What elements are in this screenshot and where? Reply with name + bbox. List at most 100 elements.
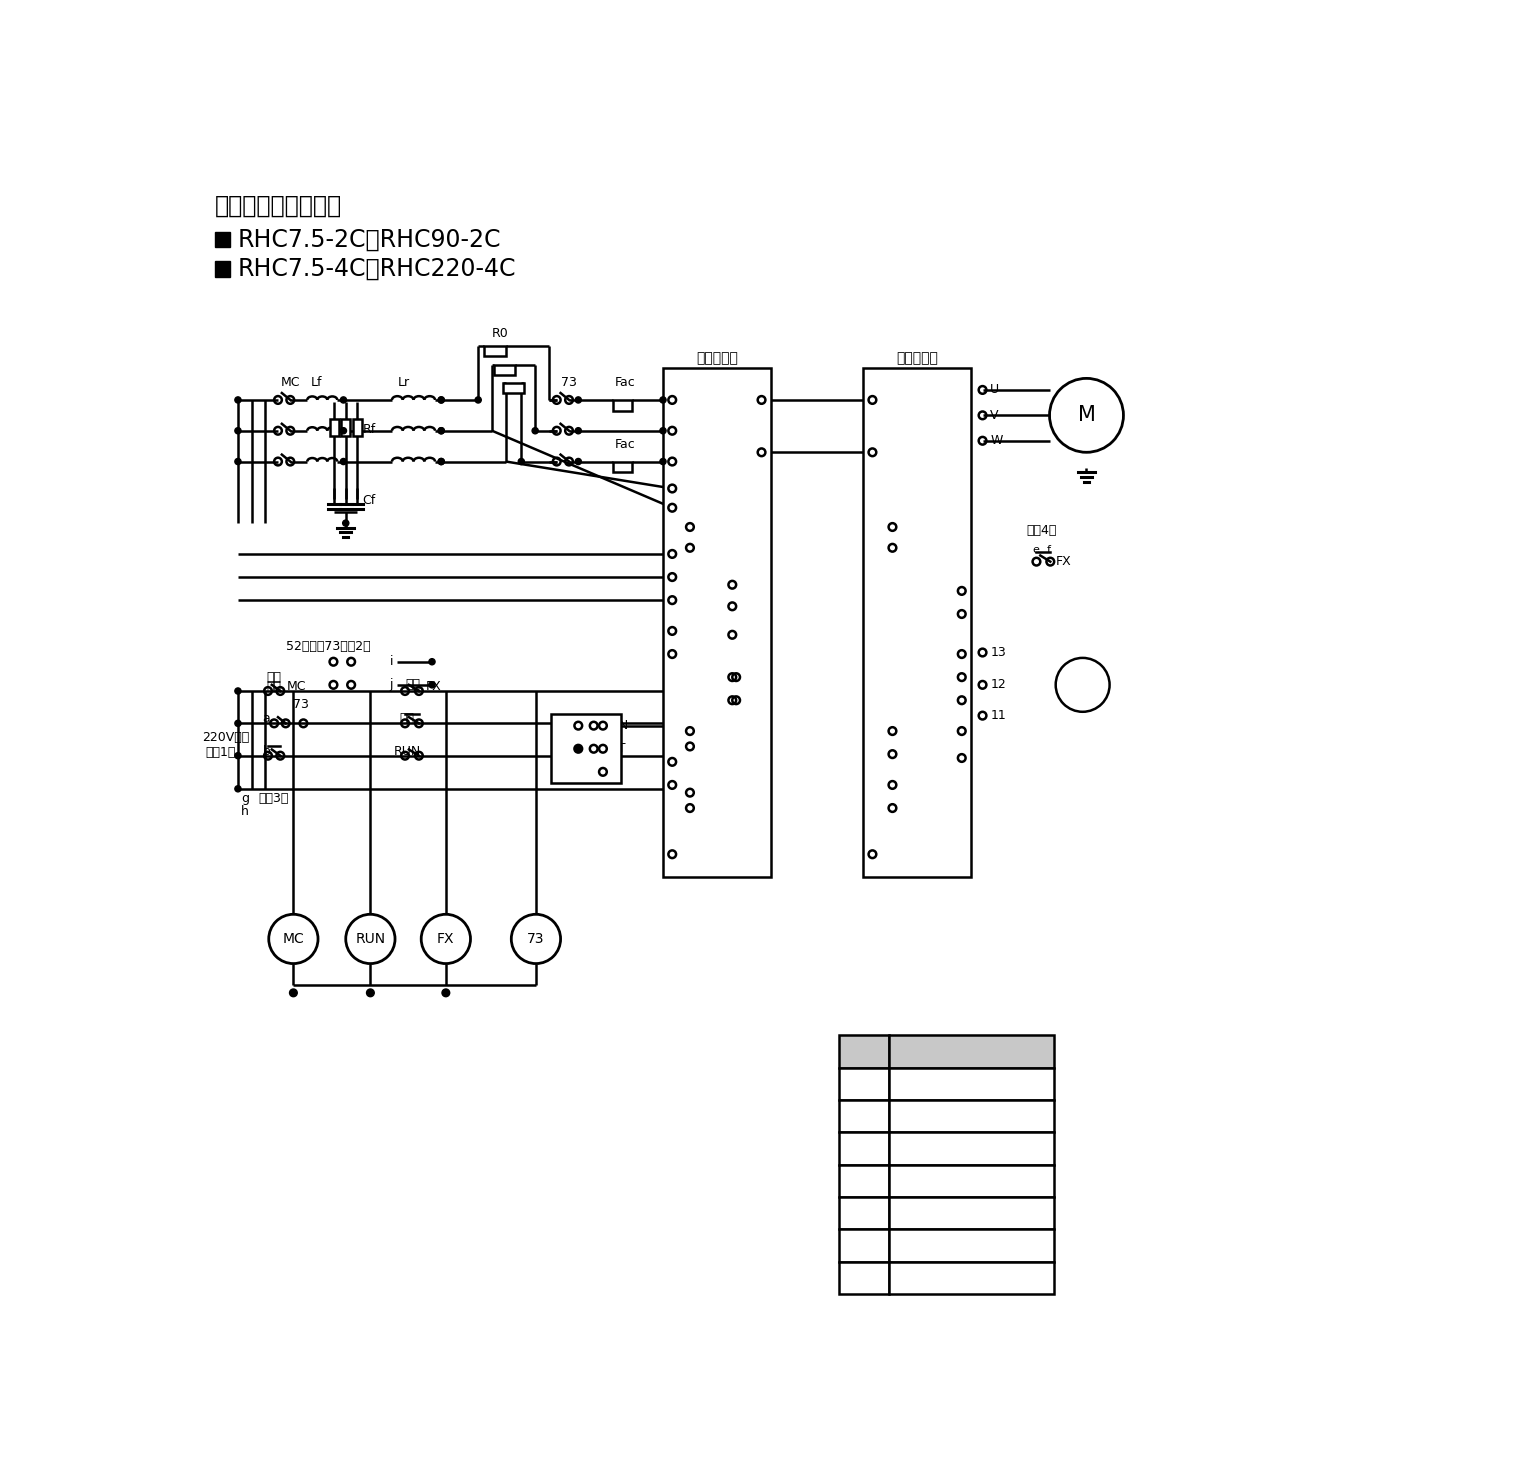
Circle shape (235, 687, 241, 695)
Circle shape (659, 458, 666, 465)
Bar (612, 400, 632, 411)
Circle shape (429, 658, 435, 665)
Text: Cf: Cf (362, 495, 376, 508)
Text: N(-): N(-) (881, 446, 904, 459)
Circle shape (575, 428, 581, 434)
Bar (888, 1100, 1054, 1132)
Bar (552, 714, 620, 783)
Text: 停止: 停止 (400, 712, 415, 726)
Text: 30B: 30B (702, 671, 726, 683)
Text: （注4）: （注4） (1026, 524, 1057, 537)
Text: 13: 13 (990, 646, 1007, 659)
Circle shape (438, 428, 444, 434)
Text: 昇圧用リアクトル: 昇圧用リアクトル (938, 1078, 1004, 1091)
Bar (353, 420, 362, 436)
Bar (838, 1164, 888, 1197)
Circle shape (367, 989, 374, 997)
Bar (341, 420, 350, 436)
Text: h: h (870, 542, 879, 555)
Text: ＜ユニットタイプ＞: ＜ユニットタイプ＞ (215, 194, 343, 218)
Bar (838, 1132, 888, 1164)
Text: 30B: 30B (901, 724, 925, 737)
Text: T1: T1 (901, 542, 916, 555)
Text: 11: 11 (990, 710, 1007, 723)
Text: N(-): N(-) (687, 446, 709, 459)
Text: CM: CM (602, 765, 622, 779)
Text: T2: T2 (681, 502, 696, 514)
Text: 73: 73 (855, 1272, 872, 1284)
Bar (888, 1132, 1054, 1164)
Text: 52または73（注2）: 52または73（注2） (285, 640, 370, 654)
Text: U: U (990, 383, 999, 396)
Text: Fac: Fac (614, 439, 635, 450)
Text: フィルタ用抗抗器: フィルタ用抗抗器 (938, 1175, 1004, 1188)
Text: 運転: 運転 (405, 679, 420, 692)
Text: Lf: Lf (857, 1110, 869, 1123)
Text: MC: MC (287, 680, 306, 693)
Bar (612, 462, 632, 473)
Bar (838, 1197, 888, 1229)
Circle shape (475, 397, 481, 403)
Bar (329, 420, 338, 436)
Text: R0: R0 (491, 327, 508, 340)
Circle shape (532, 428, 538, 434)
Text: 73C: 73C (681, 779, 705, 792)
Text: 73: 73 (528, 932, 544, 946)
Text: S1: S1 (681, 571, 696, 583)
Bar (838, 1035, 888, 1067)
Text: R0: R0 (901, 779, 917, 792)
Text: R0: R0 (696, 786, 713, 799)
Text: Lr: Lr (399, 377, 411, 390)
Circle shape (438, 458, 444, 465)
Text: Fac: Fac (614, 377, 635, 390)
Text: b: b (262, 745, 270, 758)
Bar (503, 383, 525, 393)
Text: E(G): E(G) (681, 848, 708, 861)
Text: L3/T: L3/T (681, 455, 706, 468)
Bar (494, 365, 515, 374)
Circle shape (343, 520, 349, 526)
Text: W: W (990, 434, 1002, 447)
Text: b: b (866, 748, 873, 761)
Circle shape (438, 458, 444, 465)
Circle shape (438, 397, 444, 403)
Text: コンバータ: コンバータ (696, 352, 738, 365)
Text: a: a (262, 712, 270, 726)
Circle shape (235, 397, 241, 403)
Text: FX: FX (426, 680, 441, 693)
Text: （注5）: （注5） (902, 629, 932, 642)
Text: 12: 12 (990, 679, 1007, 692)
Circle shape (438, 397, 444, 403)
Text: Rf: Rf (362, 422, 376, 436)
Text: Fac: Fac (852, 1239, 875, 1251)
Bar (888, 1262, 1054, 1294)
Circle shape (341, 428, 347, 434)
Text: V: V (990, 409, 999, 422)
Text: R2: R2 (681, 481, 696, 495)
Text: Cf: Cf (857, 1142, 870, 1156)
Text: R1: R1 (696, 521, 713, 533)
Text: T0: T0 (696, 802, 711, 814)
Text: h: h (241, 805, 249, 818)
Text: 30B: 30B (696, 724, 720, 737)
Bar (838, 1067, 888, 1100)
Text: 充電抗抗器: 充電抗抗器 (951, 1207, 991, 1220)
Text: 30A: 30A (702, 629, 726, 642)
Circle shape (438, 428, 444, 434)
Circle shape (235, 786, 241, 792)
Text: P(+): P(+) (687, 393, 714, 406)
Text: Lr: Lr (857, 1078, 870, 1091)
Text: RHC7.5-4C～RHC220-4C: RHC7.5-4C～RHC220-4C (236, 258, 515, 281)
Text: g: g (667, 521, 675, 533)
Text: R0: R0 (681, 624, 697, 637)
Bar (838, 1100, 888, 1132)
Text: R0: R0 (855, 1207, 872, 1220)
Text: RST: RST (602, 742, 626, 755)
Text: CM: CM (870, 693, 890, 707)
Bar (863, 368, 970, 877)
Text: T0: T0 (901, 802, 916, 814)
Text: フィルタ用リアクトル: フィルタ用リアクトル (931, 1110, 1011, 1123)
Circle shape (575, 458, 581, 465)
Circle shape (341, 397, 347, 403)
Text: f: f (1046, 545, 1051, 555)
